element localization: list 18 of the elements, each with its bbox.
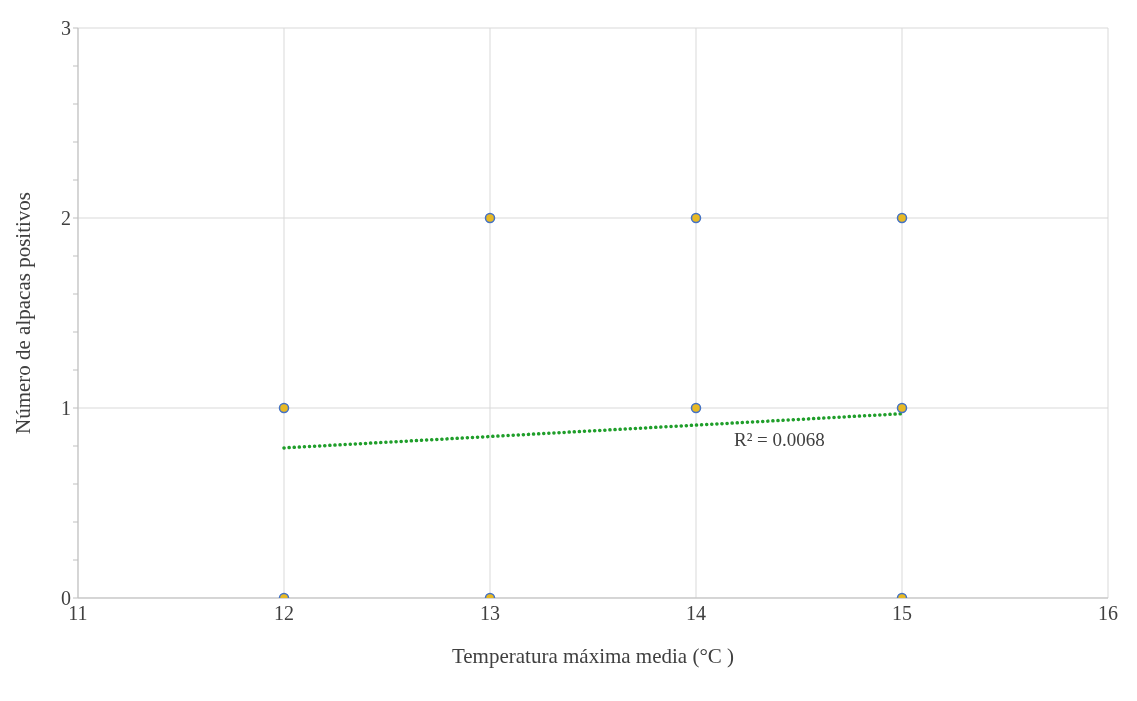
point [484,212,496,224]
point [278,402,290,414]
y-axis-title: Número de alpacas positivos [11,191,36,435]
y-tick-label: 2 [61,207,71,230]
x-tick-label: 12 [274,602,294,625]
y-tick-label: 1 [61,397,71,420]
point [896,402,908,414]
x-tick-label: 14 [686,602,706,625]
x-tick-label: 13 [480,602,500,625]
y-tick-label: 0 [61,587,71,610]
x-tick-label: 16 [1098,602,1118,625]
y-tick-label: 3 [61,17,71,40]
point [690,402,702,414]
x-axis-title: Temperatura máxima media (°C ) [451,644,735,668]
point [896,212,908,224]
point [690,212,702,224]
annotation: R² = 0.0068 [734,428,825,450]
x-tick-label: 15 [892,602,912,625]
